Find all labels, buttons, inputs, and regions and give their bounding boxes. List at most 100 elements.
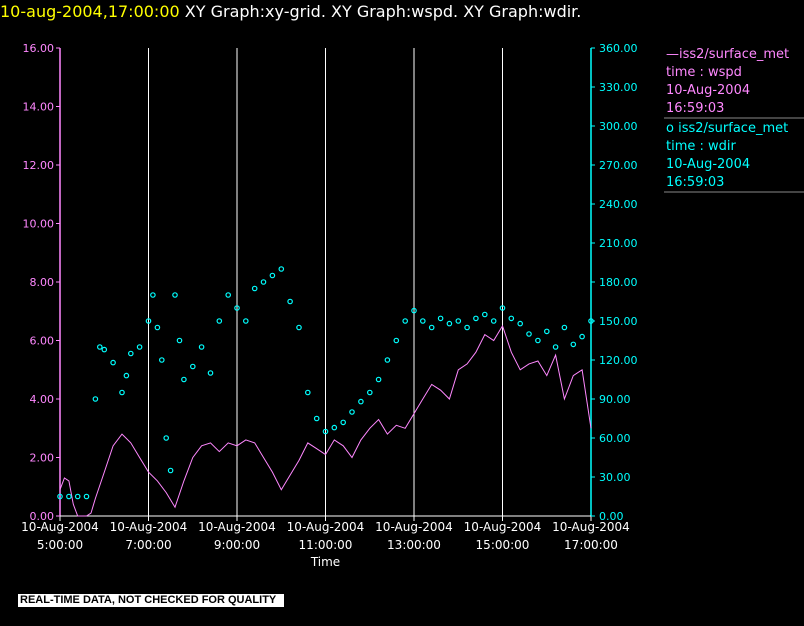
wdir-series-point — [176, 337, 183, 344]
x-tick-label-date: 10-Aug-2004 — [287, 520, 365, 534]
y-left-tick-label: 16.00 — [23, 42, 55, 55]
wdir-series-point — [490, 318, 497, 324]
y-left-tick-label: 6.00 — [30, 335, 55, 348]
legend-wdir-date: 10-Aug-2004 — [666, 157, 751, 172]
wdir-series-point — [313, 415, 320, 422]
wdir-series-point — [402, 318, 409, 324]
wdir-series-point — [384, 357, 391, 363]
wdir-series-point — [304, 389, 311, 396]
wdir-series-point — [543, 328, 550, 335]
wdir-series-point — [234, 305, 240, 311]
wdir-series-point — [526, 331, 532, 337]
x-tick-label-time: 17:00:00 — [564, 538, 618, 552]
wspd-series-line — [59, 324, 592, 517]
wdir-series-point — [57, 493, 63, 500]
wdir-series-point — [473, 315, 479, 322]
wdir-series-point — [340, 419, 347, 426]
wdir-series-point — [278, 266, 285, 272]
y-right-tick-label: 270.00 — [599, 159, 638, 172]
wdir-series-point — [92, 396, 99, 402]
x-tick-label-date: 10-Aug-2004 — [198, 520, 276, 534]
x-tick-label-date: 10-Aug-2004 — [110, 520, 188, 534]
legend-wdir-var: time : wdir — [666, 139, 736, 154]
wdir-series-point — [455, 318, 462, 324]
y-right-tick-label: 60.00 — [599, 432, 631, 445]
wdir-series-point — [517, 320, 524, 327]
wdir-series-point — [508, 315, 515, 322]
legend-wdir-source: o iss2/surface_met — [666, 121, 789, 136]
wdir-series-point — [260, 279, 267, 285]
wdir-series-point — [119, 389, 125, 396]
wdir-series-point — [123, 372, 130, 379]
wdir-series-point — [579, 333, 585, 340]
y-right-tick-label: 360.00 — [599, 42, 638, 55]
y-right-tick-label: 330.00 — [599, 81, 638, 94]
x-tick-label-date: 10-Aug-2004 — [375, 520, 453, 534]
wdir-series-point — [481, 311, 488, 318]
legend-entry-wdir: o iss2/surface_met time : wdir 10-Aug-20… — [666, 120, 788, 192]
wdir-series-point — [287, 298, 293, 305]
data-quality-warning: REAL-TIME DATA, NOT CHECKED FOR QUALITY — [18, 594, 285, 607]
y-left-tick-label: 14.00 — [23, 101, 55, 114]
wdir-series-point — [225, 292, 232, 298]
x-tick-label-time: 9:00:00 — [214, 538, 260, 552]
x-tick-label-time: 15:00:00 — [476, 538, 530, 552]
wdir-series-point — [296, 324, 302, 331]
wdir-series-point — [207, 370, 214, 376]
y-right-tick-label: 210.00 — [599, 237, 638, 250]
legend-wdir-time: 16:59:03 — [666, 175, 725, 190]
x-tick-label-time: 5:00:00 — [37, 538, 83, 552]
wdir-series-point — [74, 493, 81, 500]
wdir-series-point — [588, 318, 594, 324]
wdir-series-point — [66, 493, 72, 500]
legend-wspd-var: time : wspd — [666, 65, 742, 80]
wdir-series-point — [110, 359, 116, 366]
wdir-series-point — [552, 344, 559, 350]
wdir-series-point — [181, 376, 187, 383]
y-left-tick-label: 4.00 — [30, 393, 55, 406]
wdir-series-point — [243, 318, 249, 324]
wdir-series-point — [464, 324, 470, 331]
wdir-series-point — [419, 318, 426, 324]
wdir-series-point — [269, 272, 276, 279]
wdir-series-point — [97, 344, 103, 350]
x-tick-label-time: 7:00:00 — [125, 538, 171, 552]
wdir-series-point — [322, 428, 329, 435]
y-right-tick-label: 0.00 — [599, 510, 624, 523]
wdir-series-point — [437, 315, 444, 322]
y-left-tick-label: 12.00 — [23, 159, 55, 172]
wdir-series-point — [190, 363, 196, 370]
wdir-series-point — [535, 337, 541, 344]
wdir-series-point — [198, 344, 205, 350]
y-left-tick-label: 2.00 — [30, 452, 55, 465]
y-right-tick-label: 120.00 — [599, 354, 638, 367]
y-left-tick-label: 10.00 — [23, 218, 55, 231]
wdir-series-point — [331, 424, 338, 431]
x-axis-label: Time — [310, 555, 340, 569]
legend-wspd-source: —iss2/surface_met — [666, 47, 790, 62]
y-right-tick-label: 300.00 — [599, 120, 638, 133]
wdir-series-point — [358, 398, 364, 405]
wdir-series-point — [136, 344, 143, 350]
x-tick-label-time: 13:00:00 — [387, 538, 441, 552]
y-right-tick-label: 240.00 — [599, 198, 638, 211]
chart-title: 10-aug-2004,17:00:00 XY Graph:xy-grid. X… — [0, 2, 581, 24]
x-tick-label-date: 10-Aug-2004 — [21, 520, 99, 534]
wdir-series-point — [499, 305, 506, 311]
wdir-series-point — [349, 409, 355, 415]
y-right-tick-label: 90.00 — [599, 393, 631, 406]
wdir-series-point — [375, 376, 382, 383]
wdir-series-point — [428, 324, 435, 331]
legend-wspd-time: 16:59:03 — [666, 101, 725, 116]
wdir-series-point — [411, 307, 417, 314]
wdir-series-point — [150, 292, 156, 298]
wdir-series-point — [101, 346, 108, 353]
wdir-series-point — [163, 435, 170, 441]
wdir-series-point — [216, 318, 223, 324]
title-graphs: XY Graph:xy-grid. XY Graph:wspd. XY Grap… — [184, 2, 582, 21]
wdir-series-point — [393, 337, 400, 344]
y-right-tick-label: 30.00 — [599, 471, 631, 484]
legend-entry-wspd: —iss2/surface_met time : wspd 10-Aug-200… — [666, 46, 789, 118]
legend-wspd-date: 10-Aug-2004 — [666, 83, 751, 98]
